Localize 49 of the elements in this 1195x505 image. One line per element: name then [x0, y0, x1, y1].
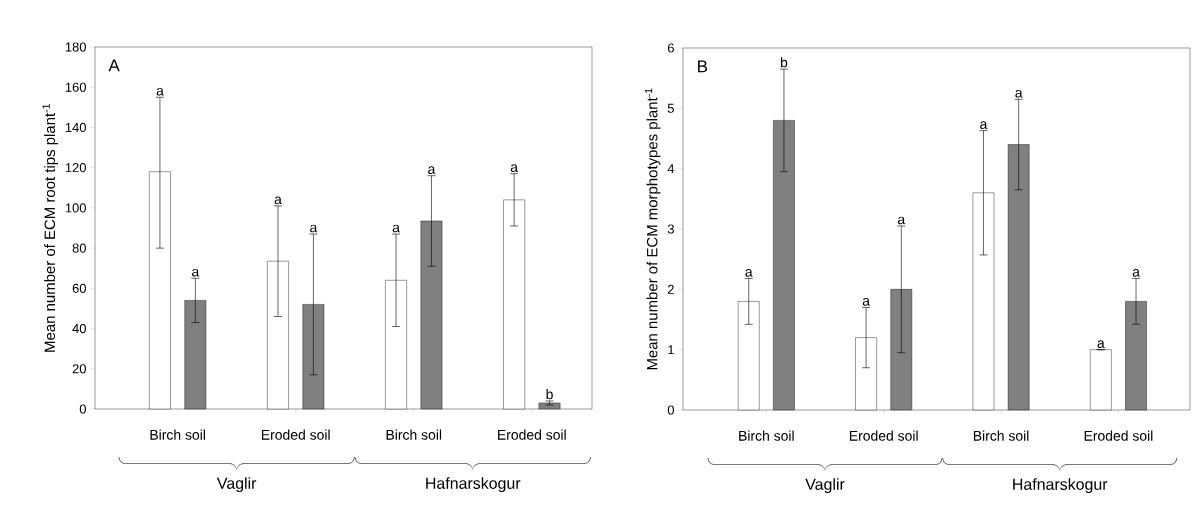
annotation: a — [980, 121, 988, 129]
annotation: a — [192, 268, 200, 277]
x-tick-label: Birch soil — [739, 430, 794, 441]
y-tick-label: 5 — [667, 103, 674, 113]
y-tick-label: 160 — [65, 82, 86, 92]
annotation: a — [1015, 89, 1023, 98]
text: Vaglir — [216, 477, 257, 493]
annotation: a — [1097, 340, 1105, 348]
annotation: a — [745, 269, 753, 277]
annotation: a — [428, 166, 436, 175]
y-tick-label: 4 — [667, 164, 675, 174]
text: Vaglir — [805, 478, 845, 494]
annotation: a — [510, 164, 518, 172]
annotation: b — [546, 389, 553, 400]
x-tick-label: Eroded soil — [849, 430, 918, 441]
y-tick-label: 3 — [667, 224, 674, 234]
y-tick-label: 140 — [65, 122, 86, 133]
y-tick-label: 6 — [667, 43, 674, 53]
text: A — [108, 59, 120, 72]
x-tick-label: Birch soil — [150, 429, 205, 440]
annotation: a — [898, 216, 906, 225]
annotation: a — [862, 298, 870, 306]
y-tick-label: 0 — [79, 404, 86, 414]
y-tick-label: 60 — [72, 283, 86, 293]
x-tick-label: Eroded soil — [261, 429, 330, 440]
y-tick-label: 100 — [65, 203, 86, 213]
text: Hafnarskogur — [1013, 478, 1108, 494]
x-tick-label: Birch soil — [973, 430, 1029, 441]
x-tick-label: Birch soil — [386, 429, 442, 440]
y-tick-label: 0 — [667, 405, 674, 415]
y-axis-title: Mean number of ECM morphotypes plant$^{-1}$ — [644, 88, 661, 370]
annotation: a — [310, 224, 318, 233]
annotation: b — [780, 57, 788, 68]
y-tick-label: 180 — [65, 42, 86, 52]
y-tick-label: 2 — [667, 284, 674, 294]
text: B — [698, 60, 708, 73]
annotation: a — [392, 224, 400, 233]
x-tick-label: Eroded soil — [1084, 430, 1153, 441]
y-tick-label: 20 — [72, 364, 86, 374]
y-tick-label: 80 — [72, 243, 86, 253]
annotation: a — [156, 87, 164, 96]
text: Hafnarskogur — [426, 477, 521, 493]
y-tick-label: 120 — [65, 163, 86, 173]
y-tick-label: 40 — [72, 323, 86, 334]
annotation: a — [1132, 269, 1140, 277]
x-tick-label: Eroded soil — [498, 429, 566, 440]
y-axis-title: Mean number of ECM root tips plant$^{-1}$ — [42, 104, 59, 352]
y-tick-label: 1 — [668, 345, 674, 355]
annotation: a — [274, 196, 282, 205]
